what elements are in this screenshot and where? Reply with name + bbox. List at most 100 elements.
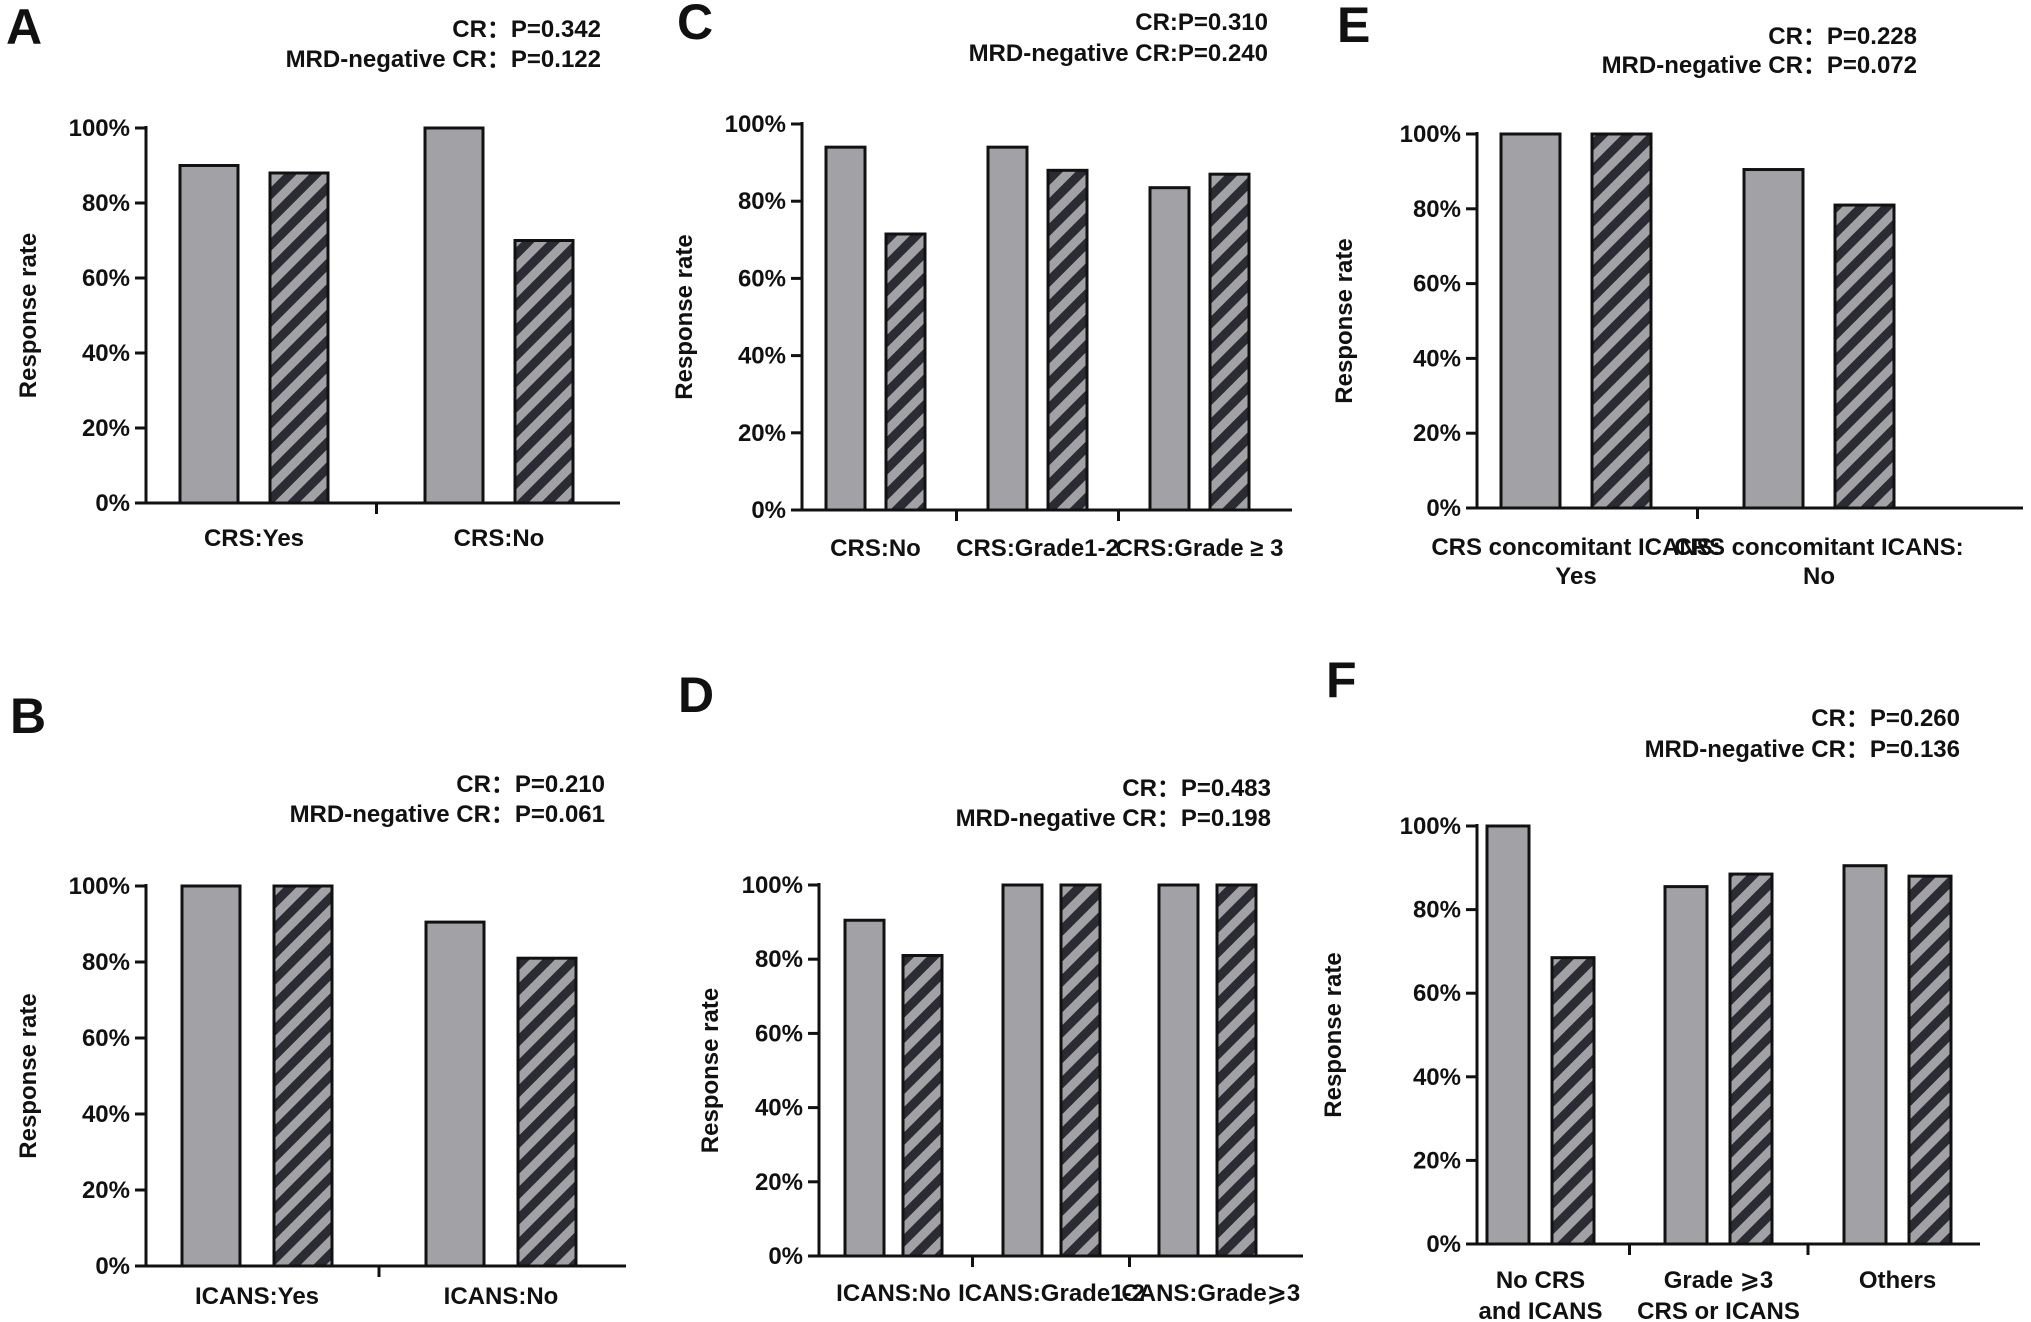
x-category-label: CRS or ICANS	[1637, 1298, 1800, 1322]
y-tick-label: 0%	[751, 497, 786, 524]
y-tick-label: 0%	[95, 1253, 130, 1280]
x-category-label: ICANS:Grade1-2	[958, 1280, 1145, 1307]
y-axis-label: Response rate	[671, 234, 698, 399]
y-tick-label: 60%	[1413, 271, 1461, 298]
cr-bar	[180, 884, 242, 1268]
mrd-bar	[1208, 172, 1251, 512]
mrd-bar	[901, 953, 944, 1258]
x-category-label: CRS:Grade ≥ 3	[1116, 535, 1284, 562]
panel-f: F CR：P=0.260 MRD-negative CR：P=0.136 Respon…	[1320, 652, 1980, 1322]
x-category-label: CRS:No	[454, 525, 545, 552]
mrd-pvalue: MRD-negative CR：P=0.061	[290, 801, 605, 828]
y-tick-label: 80%	[755, 946, 803, 973]
y-tick-label: 60%	[738, 265, 786, 292]
x-category-label: ICANS:Yes	[195, 1283, 319, 1310]
panel-letter: C	[677, 0, 713, 50]
panel-letter: E	[1337, 0, 1370, 53]
panel-letter: F	[1326, 652, 1357, 708]
cr-bar	[424, 920, 486, 1268]
x-category-label: CRS:Grade1-2	[956, 535, 1119, 562]
mrd-bar	[884, 232, 927, 512]
x-category-label: Yes	[1555, 563, 1596, 590]
y-tick-label: 20%	[1413, 1147, 1461, 1174]
mrd-bar	[268, 171, 330, 505]
y-tick-label: 0%	[1426, 495, 1461, 522]
y-tick-label: 80%	[738, 188, 786, 215]
cr-pvalue: CR：P=0.210	[456, 771, 605, 798]
y-tick-label: 60%	[82, 265, 130, 292]
panels: A CR：P=0.342 MRD-negative CR：P=0.122 Respon…	[6, 0, 2023, 1322]
y-tick-label: 20%	[755, 1169, 803, 1196]
mrd-pvalue: MRD-negative CR：P=0.198	[956, 805, 1271, 832]
y-tick-label: 20%	[82, 415, 130, 442]
y-axis-label: Response rate	[1331, 238, 1358, 403]
y-axis-label: Response rate	[697, 988, 724, 1153]
x-category-label: CRS:Yes	[204, 525, 304, 552]
y-tick-label: 20%	[1413, 420, 1461, 447]
cr-bar	[1842, 864, 1888, 1246]
x-category-label: and ICANS	[1478, 1298, 1602, 1322]
mrd-pvalue: MRD-negative CR：P=0.122	[286, 46, 601, 73]
cr-pvalue: CR：P=0.228	[1768, 23, 1917, 50]
y-axis-label: Response rate	[15, 233, 42, 398]
mrd-bar	[1059, 883, 1102, 1258]
cr-pvalue: CR：P=0.260	[1811, 705, 1960, 732]
y-tick-label: 100%	[1400, 121, 1461, 148]
cr-bar	[423, 126, 485, 505]
mrd-pvalue: MRD-negative CR：P=0.136	[1645, 736, 1960, 763]
panel-d: D CR：P=0.483 MRD-negative CR：P=0.198 Respon…	[678, 667, 1303, 1307]
panel-a: A CR：P=0.342 MRD-negative CR：P=0.122 Respon…	[6, 0, 620, 552]
cr-pvalue: CR:P=0.310	[1135, 9, 1268, 36]
cr-pvalue: CR：P=0.342	[452, 16, 601, 43]
y-tick-label: 40%	[1413, 1064, 1461, 1091]
x-category-label: CRS concomitant ICANS:	[1674, 534, 1963, 561]
mrd-bar	[1046, 168, 1089, 512]
y-tick-label: 40%	[1413, 345, 1461, 372]
x-category-label: ICANS:Grade⩾3	[1115, 1280, 1300, 1307]
x-category-label: ICANS:No	[444, 1283, 559, 1310]
x-category-label: Others	[1859, 1267, 1936, 1294]
panel-letter: A	[6, 0, 42, 55]
y-tick-label: 40%	[82, 1101, 130, 1128]
mrd-bar	[513, 239, 575, 505]
cr-bar	[1742, 168, 1805, 510]
y-tick-label: 40%	[738, 343, 786, 370]
y-tick-label: 100%	[69, 873, 130, 900]
y-tick-label: 60%	[82, 1025, 130, 1052]
cr-bar	[1148, 186, 1191, 512]
cr-bar	[843, 918, 886, 1258]
y-tick-label: 80%	[82, 190, 130, 217]
cr-bar	[178, 164, 240, 505]
panel-letter: B	[10, 688, 46, 744]
y-tick-label: 80%	[82, 949, 130, 976]
x-category-label: No CRS	[1496, 1267, 1585, 1294]
panel-letter: D	[678, 667, 714, 723]
y-tick-label: 80%	[1413, 196, 1461, 223]
y-tick-label: 40%	[755, 1095, 803, 1122]
cr-bar	[1157, 883, 1200, 1258]
cr-bar	[1001, 883, 1044, 1258]
mrd-bar	[1907, 874, 1953, 1246]
cr-bar	[824, 145, 867, 512]
mrd-bar	[1728, 872, 1774, 1246]
x-category-label: CRS:No	[830, 535, 921, 562]
y-axis-label: Response rate	[1320, 952, 1347, 1117]
y-tick-label: 100%	[69, 115, 130, 142]
cr-pvalue: CR：P=0.483	[1122, 775, 1271, 802]
y-axis-label: Response rate	[15, 993, 42, 1158]
y-tick-label: 80%	[1413, 897, 1461, 924]
mrd-bar	[1590, 132, 1653, 510]
y-tick-label: 100%	[742, 872, 803, 899]
y-tick-label: 0%	[1426, 1231, 1461, 1258]
x-category-label: ICANS:No	[836, 1280, 951, 1307]
y-tick-label: 60%	[755, 1020, 803, 1047]
cr-bar	[1499, 132, 1562, 510]
panel-b: B CR：P=0.210 MRD-negative CR：P=0.061 Respon…	[10, 688, 626, 1310]
y-tick-label: 100%	[725, 111, 786, 138]
x-category-label: Grade ⩾3	[1664, 1267, 1774, 1294]
panel-c: C CR:P=0.310 MRD-negative CR:P=0.240 Respon…	[671, 0, 1292, 562]
mrd-bar	[272, 884, 334, 1268]
y-tick-label: 100%	[1400, 813, 1461, 840]
